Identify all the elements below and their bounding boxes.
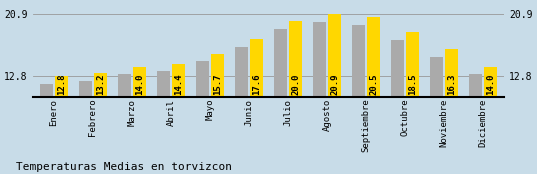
Text: Temperaturas Medias en torvizcon: Temperaturas Medias en torvizcon: [16, 162, 232, 172]
Bar: [172, 64, 185, 97]
Text: 12.8: 12.8: [57, 74, 66, 95]
Text: 14.0: 14.0: [486, 74, 495, 95]
Bar: [430, 57, 443, 97]
Text: 20.9: 20.9: [330, 74, 339, 95]
Bar: [55, 76, 68, 97]
Text: 20.0: 20.0: [291, 74, 300, 95]
Bar: [289, 21, 302, 97]
Bar: [273, 29, 287, 97]
Text: 14.4: 14.4: [174, 74, 183, 95]
Text: 14.0: 14.0: [135, 74, 144, 95]
Bar: [250, 39, 264, 97]
Bar: [469, 74, 482, 97]
Bar: [211, 54, 224, 97]
Bar: [328, 14, 342, 97]
Bar: [406, 32, 419, 97]
Bar: [235, 47, 248, 97]
Bar: [133, 67, 147, 97]
Text: 15.7: 15.7: [213, 74, 222, 95]
Bar: [390, 40, 404, 97]
Text: 20.5: 20.5: [369, 74, 378, 95]
Bar: [445, 49, 459, 97]
Bar: [94, 73, 107, 97]
Bar: [484, 67, 497, 97]
Bar: [352, 25, 365, 97]
Text: 17.6: 17.6: [252, 74, 261, 95]
Text: 16.3: 16.3: [447, 74, 456, 95]
Bar: [40, 84, 53, 97]
Bar: [195, 61, 209, 97]
Text: 13.2: 13.2: [96, 74, 105, 95]
Bar: [313, 22, 326, 97]
Text: 18.5: 18.5: [408, 74, 417, 95]
Bar: [367, 17, 380, 97]
Bar: [78, 81, 92, 97]
Bar: [157, 71, 170, 97]
Bar: [118, 74, 131, 97]
